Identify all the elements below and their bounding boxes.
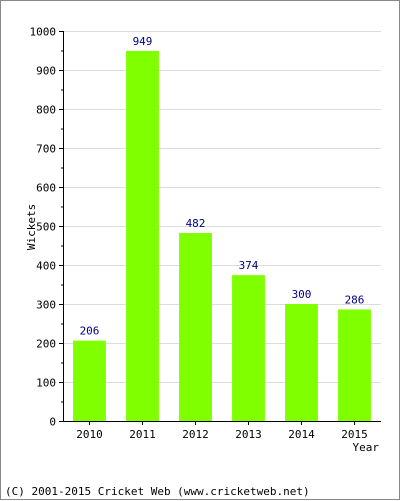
bar-2011	[126, 50, 159, 421]
y-tick-label: 1000	[30, 26, 57, 39]
y-tick-label: 600	[36, 182, 56, 195]
data-label-2013: 374	[239, 259, 259, 272]
data-label-2014: 300	[292, 288, 312, 301]
x-axis-ticks: 2010 2011 2012 2013 2014 2015	[76, 421, 368, 441]
x-tick-label-2012: 2012	[182, 428, 209, 441]
x-axis-title: Year	[353, 441, 380, 454]
y-tick-label: 0	[49, 416, 56, 429]
x-tick-label-2014: 2014	[288, 428, 315, 441]
bar-2012	[179, 233, 212, 421]
data-label-2010: 206	[80, 325, 100, 338]
data-labels: 206 949 482 374 300 286	[80, 35, 365, 338]
data-label-2015: 286	[345, 293, 365, 306]
y-tick-label: 500	[36, 221, 56, 234]
y-tick-label: 800	[36, 104, 56, 117]
y-axis-title: Wickets	[25, 204, 38, 250]
y-tick-label: 100	[36, 377, 56, 390]
x-tick-label-2010: 2010	[76, 428, 103, 441]
bar-2014	[285, 304, 318, 421]
gridlines	[63, 31, 381, 383]
bars	[73, 50, 371, 421]
y-tick-label: 900	[36, 65, 56, 78]
bar-2013	[232, 275, 265, 421]
y-tick-label: 300	[36, 299, 56, 312]
copyright-footer: (C) 2001-2015 Cricket Web (www.cricketwe…	[5, 485, 310, 498]
y-axis-ticks: 0 100 200 300 400 500 600 700 800 900 1000	[30, 26, 63, 429]
bar-2015	[338, 309, 371, 421]
x-tick-label-2013: 2013	[235, 428, 262, 441]
data-label-2012: 482	[186, 217, 206, 230]
y-tick-label: 400	[36, 260, 56, 273]
y-tick-label: 700	[36, 143, 56, 156]
y-tick-label: 200	[36, 338, 56, 351]
bar-2010	[73, 340, 106, 421]
data-label-2011: 949	[133, 35, 153, 48]
x-tick-label-2015: 2015	[341, 428, 368, 441]
x-tick-label-2011: 2011	[129, 428, 156, 441]
axes	[63, 31, 381, 422]
